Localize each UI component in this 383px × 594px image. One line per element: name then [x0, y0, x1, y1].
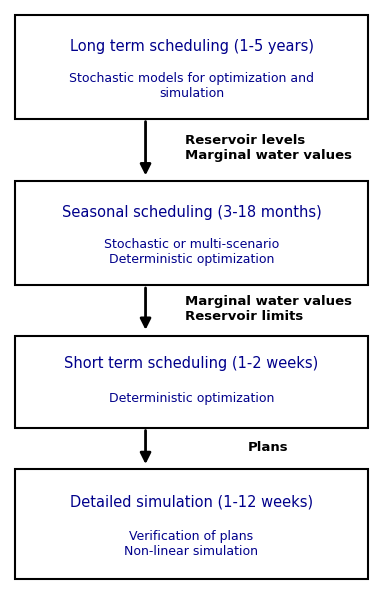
Text: Detailed simulation (1-12 weeks): Detailed simulation (1-12 weeks)	[70, 495, 313, 510]
Bar	[15, 469, 368, 579]
Text: Reservoir levels
Marginal water values: Reservoir levels Marginal water values	[185, 134, 352, 163]
Text: Verification of plans
Non-linear simulation: Verification of plans Non-linear simulat…	[124, 530, 259, 558]
Bar	[15, 181, 368, 285]
Text: Long term scheduling (1-5 years): Long term scheduling (1-5 years)	[69, 39, 314, 53]
Text: Seasonal scheduling (3-18 months): Seasonal scheduling (3-18 months)	[62, 205, 321, 220]
Bar	[15, 15, 368, 119]
Text: Marginal water values
Reservoir limits: Marginal water values Reservoir limits	[185, 295, 352, 323]
Text: Short term scheduling (1-2 weeks): Short term scheduling (1-2 weeks)	[64, 356, 319, 371]
Text: Deterministic optimization: Deterministic optimization	[109, 391, 274, 405]
Text: Plans: Plans	[248, 441, 288, 454]
Bar	[15, 336, 368, 428]
Text: Stochastic models for optimization and
simulation: Stochastic models for optimization and s…	[69, 71, 314, 100]
Text: Stochastic or multi-scenario
Deterministic optimization: Stochastic or multi-scenario Determinist…	[104, 238, 279, 266]
